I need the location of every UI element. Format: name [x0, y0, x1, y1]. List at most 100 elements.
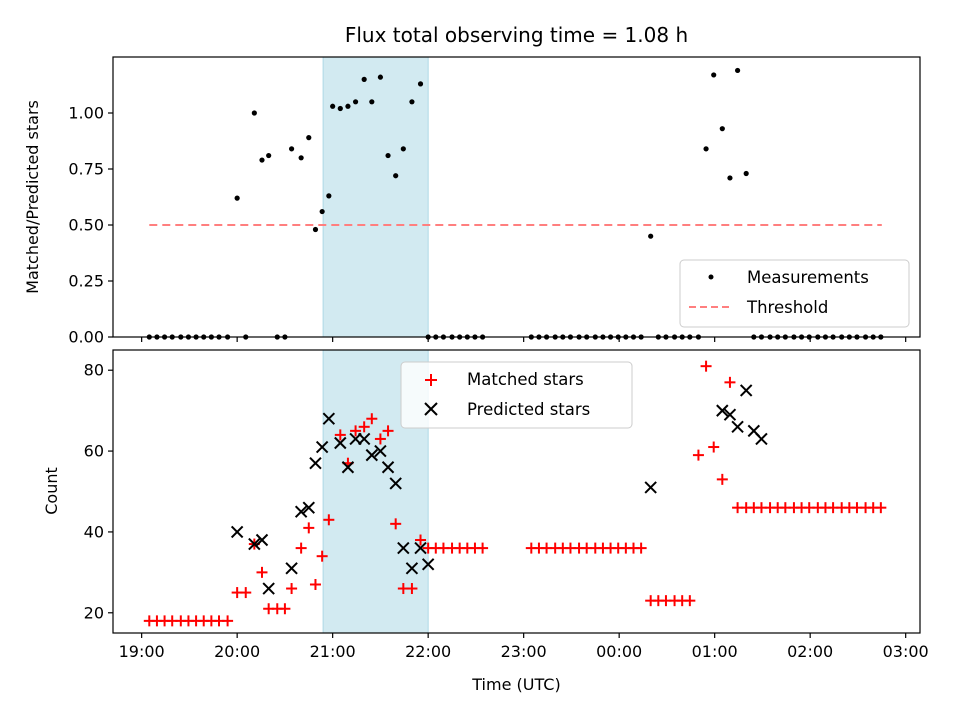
predicted-point [381, 461, 395, 474]
y-tick-label: 0.75 [68, 160, 104, 179]
matched-point [334, 429, 346, 441]
predicted-point [248, 537, 261, 551]
x-tick-label: 02:00 [787, 642, 833, 661]
bottom-legend: Matched stars Predicted stars [400, 361, 633, 429]
legend-marker-measurements [708, 274, 714, 280]
predicted-point [414, 541, 427, 555]
predicted-point [421, 558, 435, 571]
measurement-point [337, 105, 343, 112]
predicted-point [302, 501, 315, 514]
x-tick-label: 20:00 [214, 642, 260, 661]
chart-title: Flux total observing time = 1.08 h [345, 23, 688, 47]
measurement-point [719, 126, 725, 132]
matched-point [309, 578, 321, 590]
measurement-point [319, 208, 325, 215]
top-axes-frame [112, 56, 921, 338]
matched-point [635, 542, 647, 554]
measurement-point [306, 135, 312, 141]
measurement-point [288, 146, 295, 152]
measurement-point [743, 170, 749, 177]
measurement-point [345, 103, 351, 109]
predicted-point [723, 408, 737, 421]
legend-marker-matched [425, 374, 437, 386]
matched-point [295, 542, 307, 554]
top-y-ticks: 0.00 0.25 0.50 0.75 1.00 [68, 104, 113, 347]
measurement-point [298, 155, 304, 161]
x-tick-label: 23:00 [501, 642, 547, 661]
measurement-point [361, 76, 367, 82]
matched-point [286, 583, 298, 595]
matched-point [358, 421, 370, 433]
y-tick-label: 0.00 [68, 328, 104, 347]
matched-point [316, 550, 328, 562]
predicted-point [397, 541, 410, 555]
bottom-x-axis-label: Time (UTC) [471, 675, 560, 694]
matched-point [240, 587, 252, 599]
measurement-point [377, 74, 384, 80]
legend-marker-predicted [424, 402, 438, 416]
matched-point [374, 433, 386, 445]
legend-label-threshold: Threshold [746, 298, 828, 317]
predicted-point [315, 440, 329, 454]
top-highlight-span [322, 56, 429, 338]
measurement-point [369, 99, 375, 105]
matched-point [692, 449, 704, 461]
matched-point [256, 566, 268, 578]
measurement-point [330, 103, 336, 109]
x-tick-label: 00:00 [596, 642, 642, 661]
y-tick-label: 0.25 [68, 272, 104, 291]
legend-label-matched: Matched stars [467, 370, 584, 389]
predicted-point [285, 562, 298, 575]
x-tick-label: 01:00 [692, 642, 738, 661]
y-tick-label: 80 [84, 361, 104, 380]
x-tick-label: 03:00 [883, 642, 929, 661]
matched-point [390, 518, 402, 530]
predicted-point [341, 461, 355, 474]
matched-point [323, 514, 335, 526]
bottom-x-ticks: 19:00 20:00 21:00 22:00 23:00 00:00 01:00 02:00… [119, 633, 929, 661]
y-tick-label: 20 [84, 603, 104, 622]
predicted-point [365, 448, 379, 462]
predicted-point [716, 404, 729, 417]
measurement-point [417, 81, 424, 87]
matched-point [724, 376, 736, 388]
bottom-panel: 20 40 60 80 19:00 20:00 21:00 22:00 23:00 00:00 0… [42, 349, 929, 694]
y-tick-label: 60 [84, 442, 104, 461]
predicted-point [294, 505, 308, 518]
predicted-point [405, 562, 419, 575]
x-tick-label: 19:00 [119, 642, 165, 661]
measurement-point [727, 175, 733, 181]
predicted-point [374, 444, 387, 458]
matched-point [382, 425, 394, 437]
matched-point [415, 534, 427, 546]
predicted-point [644, 481, 657, 494]
matched-point [222, 615, 234, 627]
measurement-point [234, 195, 240, 201]
measurement-point [703, 146, 709, 152]
measurement-point [385, 152, 391, 159]
matched-point [279, 603, 291, 615]
predicted-point [309, 456, 322, 470]
bottom-y-axis-label: Count [42, 467, 61, 515]
predicted-point [322, 412, 336, 425]
bottom-points [143, 360, 887, 627]
legend-label-predicted: Predicted stars [467, 400, 590, 419]
matched-point [875, 502, 887, 514]
matched-point [406, 583, 418, 595]
measurement-point [266, 152, 272, 159]
y-tick-label: 1.00 [68, 104, 104, 123]
matched-point [684, 595, 696, 607]
measurement-point [734, 67, 741, 74]
measurement-point [393, 173, 399, 179]
top-y-axis-label: Matched/Predicted stars [23, 100, 42, 294]
matched-point [303, 522, 315, 534]
top-legend-box [679, 259, 910, 328]
y-tick-label: 40 [84, 522, 104, 541]
x-tick-label: 22:00 [405, 642, 451, 661]
bottom-y-ticks: 20 40 60 80 [84, 361, 113, 622]
measurement-point [711, 72, 717, 78]
measurement-point [409, 99, 415, 105]
top-legend: Measurements Threshold [679, 259, 910, 328]
bottom-axes-frame [112, 349, 921, 634]
